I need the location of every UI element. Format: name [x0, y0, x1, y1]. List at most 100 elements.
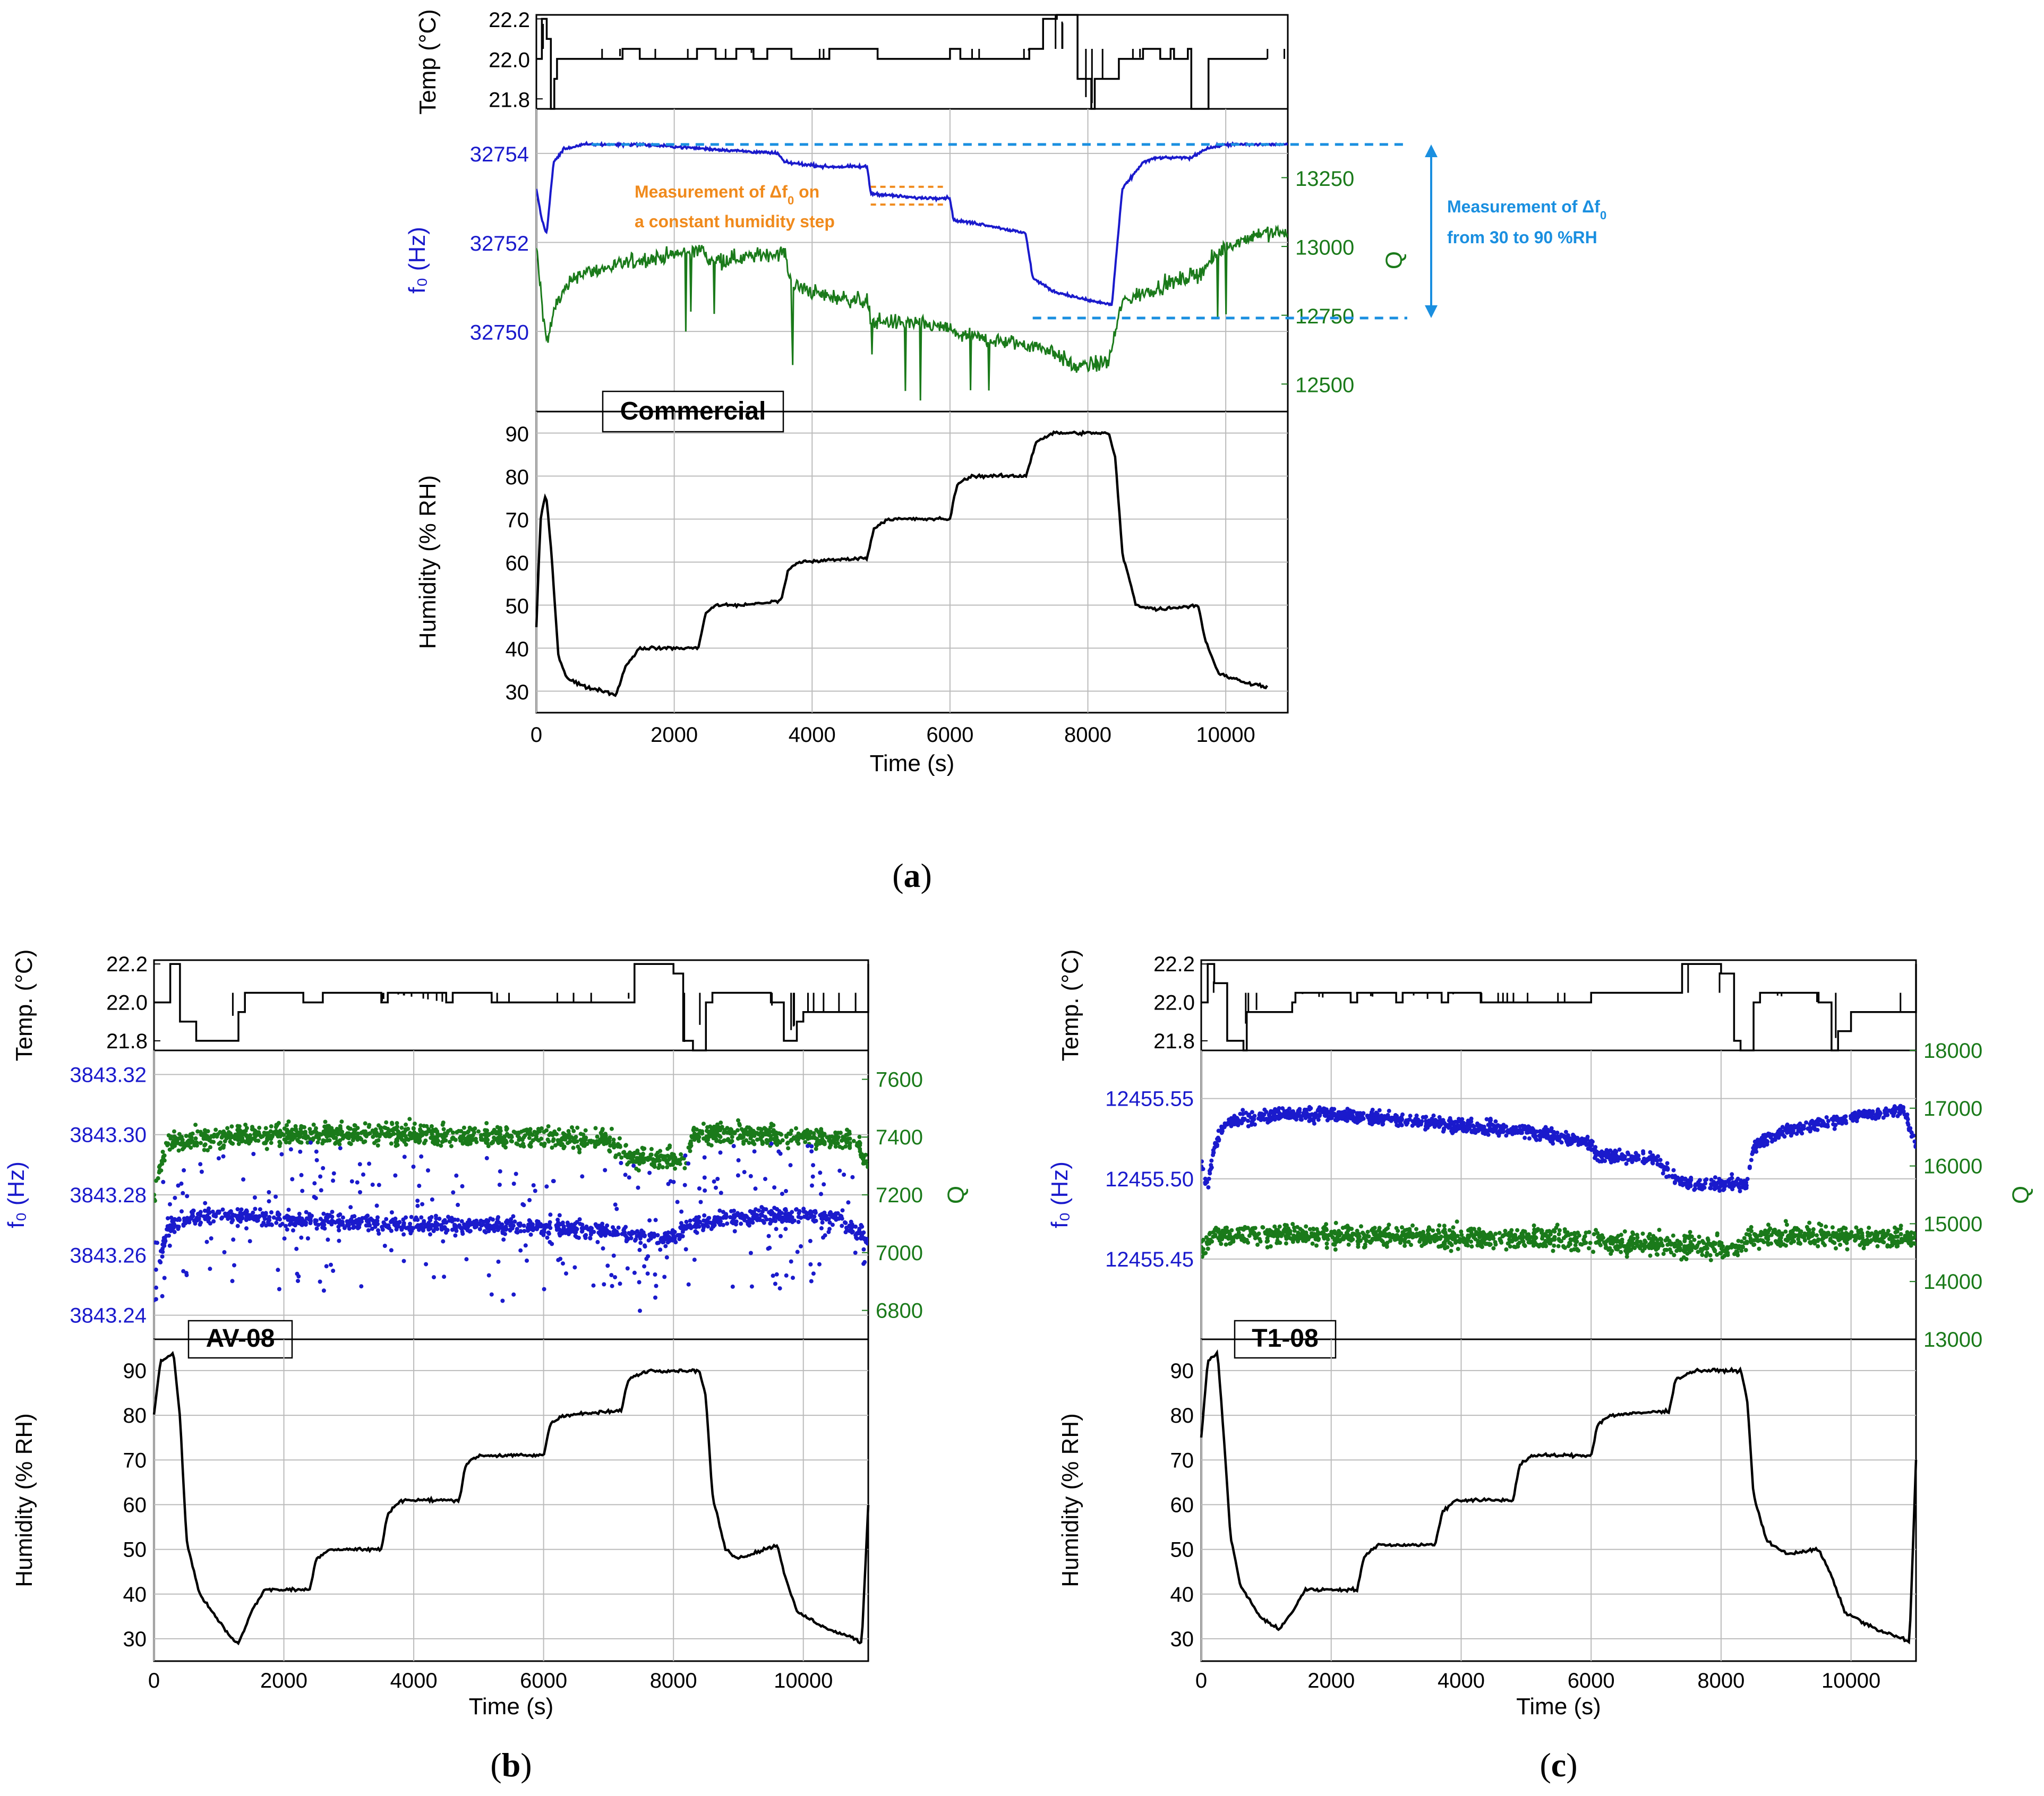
q-point: [433, 1127, 438, 1132]
humidity-series: [152, 1350, 870, 1646]
q-point: [1477, 1227, 1482, 1231]
q-point: [378, 1132, 383, 1137]
q-point: [404, 1128, 408, 1132]
f0-point: [453, 1225, 458, 1229]
q-point: [632, 1150, 637, 1155]
q-point: [223, 1139, 227, 1144]
q-point: [209, 1139, 213, 1144]
subfigure-label: (a): [892, 857, 932, 894]
q-point: [1449, 1248, 1453, 1253]
f0-point: [581, 1226, 586, 1230]
q-point: [1469, 1239, 1474, 1244]
q-point: [177, 1132, 182, 1136]
q-point: [835, 1141, 840, 1145]
q-point: [1761, 1239, 1766, 1244]
q-point: [1725, 1251, 1730, 1255]
q-point: [1773, 1227, 1777, 1232]
f0-point: [578, 1221, 583, 1226]
f0-point: [384, 1217, 389, 1221]
q-point: [1235, 1227, 1240, 1231]
q-point: [290, 1136, 295, 1141]
q-point: [1777, 1241, 1782, 1245]
q-point: [617, 1136, 622, 1141]
q-point: [808, 1130, 813, 1134]
q-point: [1532, 1230, 1536, 1235]
q-point: [1798, 1241, 1802, 1246]
humidity-tick-label: 40: [123, 1583, 147, 1606]
q-tick-label: 17000: [1923, 1097, 1982, 1121]
f0-point: [854, 1236, 859, 1241]
f0-point: [1665, 1161, 1670, 1166]
q-point: [1550, 1237, 1554, 1242]
q-point: [1292, 1225, 1296, 1230]
f0-point: [1745, 1177, 1750, 1182]
q-point: [819, 1130, 824, 1134]
temp-frame: [1200, 959, 1917, 1051]
f0-point: [397, 1220, 402, 1225]
q-point: [461, 1125, 466, 1130]
q-point: [827, 1137, 832, 1142]
q-point: [1739, 1239, 1744, 1244]
f0-point: [291, 1228, 295, 1233]
q-point: [805, 1128, 810, 1133]
humidity-tick-label: 60: [123, 1493, 147, 1517]
f0-point: [345, 1223, 349, 1228]
f0-point: [613, 1275, 618, 1280]
f0-point: [503, 1231, 507, 1236]
f0-point: [500, 1298, 505, 1303]
q-point: [412, 1122, 417, 1126]
f0-point: [623, 1173, 628, 1177]
f0-point: [518, 1229, 523, 1234]
f0-point: [409, 1225, 413, 1230]
f0-point: [408, 1221, 413, 1226]
f0-point: [511, 1292, 516, 1297]
f0-point: [702, 1218, 706, 1223]
f0-point: [702, 1175, 707, 1180]
q-point: [1373, 1231, 1378, 1236]
f0-point: [394, 1224, 398, 1228]
q-point: [1846, 1232, 1851, 1237]
q-point: [230, 1135, 235, 1139]
q-point: [1336, 1237, 1341, 1242]
q-point: [704, 1135, 708, 1140]
f0-point: [293, 1217, 298, 1221]
f0-point: [498, 1169, 502, 1174]
q-point: [579, 1139, 584, 1143]
q-point: [582, 1143, 587, 1148]
q-point: [602, 1133, 606, 1138]
f0-point: [286, 1208, 291, 1212]
q-point: [1469, 1244, 1474, 1249]
q-point: [725, 1130, 730, 1135]
q-point: [479, 1133, 483, 1138]
f0-point: [337, 1238, 341, 1243]
f0-point: [742, 1170, 747, 1175]
q-point: [765, 1141, 769, 1145]
q-point: [1501, 1233, 1506, 1238]
q-point: [744, 1138, 749, 1143]
q-point: [1355, 1231, 1360, 1236]
q-point: [1204, 1235, 1209, 1239]
f0-series: [536, 140, 1288, 307]
q-point: [561, 1146, 566, 1151]
q-point: [1219, 1242, 1224, 1246]
paren-open: (: [490, 1746, 501, 1784]
f0-point: [454, 1173, 459, 1178]
f0-point: [307, 1218, 312, 1222]
f0-point: [696, 1218, 700, 1223]
q-point: [1451, 1225, 1456, 1230]
q-point: [520, 1141, 525, 1146]
q-point: [1651, 1237, 1656, 1242]
f0-point: [625, 1266, 630, 1271]
temp-frame: [153, 959, 869, 1051]
q-point: [1708, 1258, 1713, 1262]
f0-point: [313, 1196, 318, 1201]
q-point: [217, 1142, 221, 1146]
q-point: [1592, 1232, 1596, 1237]
f0-point: [486, 1273, 491, 1278]
subfigure-letter: a: [904, 857, 921, 894]
q-point: [661, 1157, 666, 1162]
f0-point: [752, 1149, 757, 1154]
f0-point: [563, 1230, 568, 1235]
f0-point: [173, 1195, 177, 1200]
q-point: [717, 1139, 722, 1143]
